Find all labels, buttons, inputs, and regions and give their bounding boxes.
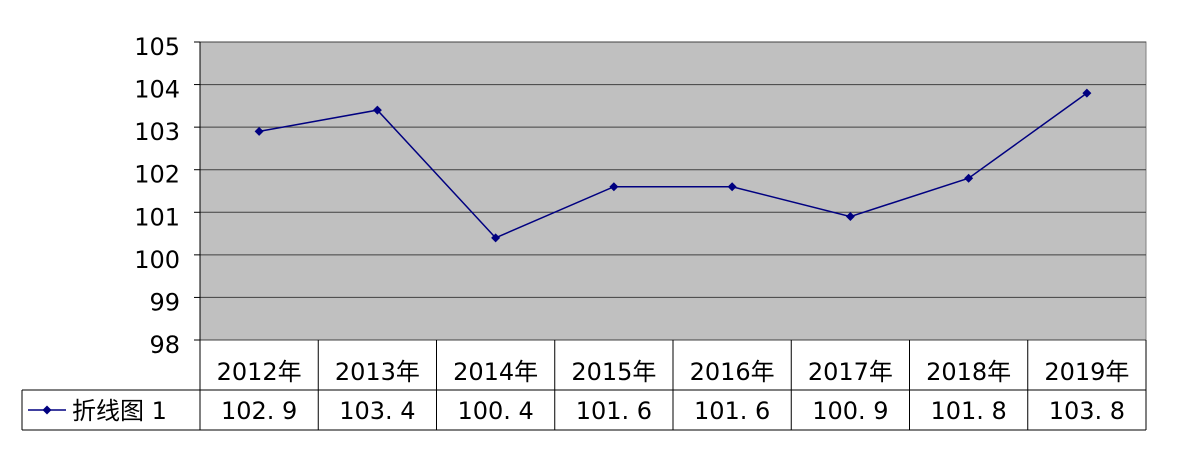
y-tick-label: 100 — [134, 246, 180, 274]
marker — [727, 182, 737, 192]
table-value: 103. 8 — [1049, 397, 1125, 425]
marker — [254, 126, 264, 136]
y-tick-label: 99 — [149, 288, 180, 316]
marker — [964, 173, 974, 183]
y-tick-label: 101 — [134, 203, 180, 231]
legend-marker — [42, 405, 52, 415]
plot-area — [199, 41, 1147, 341]
y-tick-label: 98 — [149, 331, 180, 359]
x-tick-label: 2012年 — [217, 358, 302, 386]
x-tick-label: 2016年 — [690, 358, 775, 386]
x-tick-label: 2014年 — [453, 358, 538, 386]
x-tick-label: 2017年 — [808, 358, 893, 386]
marker — [491, 233, 501, 243]
table-value: 103. 4 — [339, 397, 415, 425]
marker — [845, 212, 855, 222]
table-value: 101. 6 — [694, 397, 770, 425]
legend-label: 折线图 1 — [72, 397, 167, 425]
x-tick-label: 2018年 — [926, 358, 1011, 386]
table-value: 102. 9 — [221, 397, 297, 425]
marker — [372, 105, 382, 115]
table-value: 100. 9 — [812, 397, 888, 425]
marker — [609, 182, 619, 192]
x-tick-label: 2019年 — [1044, 358, 1129, 386]
x-tick-label: 2015年 — [571, 358, 656, 386]
y-tick-label: 105 — [134, 33, 180, 61]
y-tick-label: 102 — [134, 161, 180, 189]
series-line — [258, 92, 1088, 239]
y-tick-label: 104 — [134, 76, 180, 104]
x-tick-label: 2013年 — [335, 358, 420, 386]
table-value: 101. 8 — [930, 397, 1006, 425]
marker — [1082, 88, 1092, 98]
table-value: 100. 4 — [457, 397, 533, 425]
y-tick-label: 103 — [134, 118, 180, 146]
table-value: 101. 6 — [576, 397, 652, 425]
